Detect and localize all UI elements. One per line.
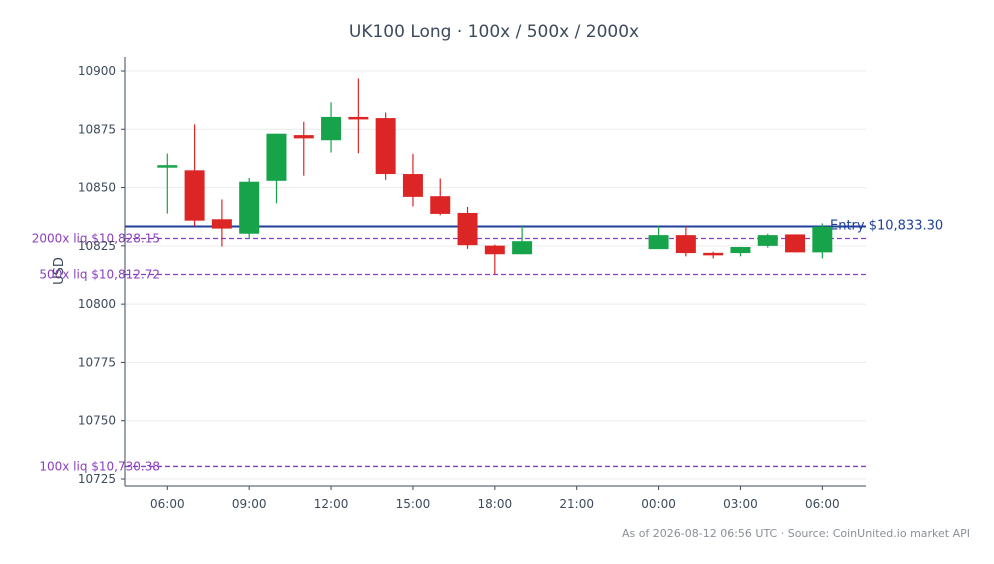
y-tick-label: 10875 [78, 122, 116, 136]
y-tick-label: 10825 [78, 239, 116, 253]
x-tick-label: 15:00 [396, 497, 431, 511]
x-tick-label: 09:00 [232, 497, 267, 511]
candle-body [430, 196, 451, 214]
x-tick-label: 06:00 [805, 497, 840, 511]
y-axis-label: USD [52, 257, 67, 285]
candle-body [211, 219, 232, 229]
candle-body [293, 135, 314, 139]
x-tick-label: 18:00 [478, 497, 513, 511]
entry-label: Entry $10,833.30 [830, 219, 943, 234]
candle-body [348, 116, 369, 120]
candle-body [402, 174, 423, 197]
x-tick-label: 21:00 [559, 497, 594, 511]
candle-body [184, 170, 205, 221]
candle-body [157, 165, 178, 168]
y-tick-label: 10775 [78, 355, 116, 369]
x-tick-label: 00:00 [641, 497, 676, 511]
candle-body [239, 181, 260, 234]
candle-body [730, 247, 751, 254]
footer-source-note: As of 2026-08-12 06:56 UTC · Source: Coi… [622, 527, 970, 540]
y-tick-label: 10800 [78, 297, 116, 311]
chart-title: UK100 Long · 100x / 500x / 2000x [349, 22, 639, 42]
candle-body [321, 116, 342, 141]
candle-body [457, 212, 478, 246]
x-ticks: 06:00 09:00 12:00 15:00 18:00 21:00 00:00 03:00… [150, 486, 840, 511]
liquidation-label: 100x liq $10,730.38 [39, 459, 160, 473]
liquidation-label: 500x liq $10,812.72 [39, 267, 160, 281]
candle-body [484, 245, 505, 255]
y-tick-label: 10850 [78, 181, 116, 195]
candle-body [703, 252, 724, 256]
y-tick-label: 10900 [78, 64, 116, 78]
candle-body [785, 234, 806, 253]
candle-body [512, 241, 533, 255]
axes [124, 57, 866, 487]
candles [157, 78, 833, 275]
x-tick-label: 06:00 [150, 497, 185, 511]
liquidation-lines: 2000x liq $10,828.15 500x liq $10,812.72 1… [32, 232, 866, 473]
y-tick-label: 10725 [78, 472, 116, 486]
liquidation-label: 2000x liq $10,828.15 [32, 232, 160, 246]
candle-body [375, 118, 396, 175]
candle-body [648, 235, 669, 250]
candle-body [266, 133, 287, 181]
x-tick-label: 12:00 [314, 497, 349, 511]
x-tick-label: 03:00 [723, 497, 758, 511]
candle-body [757, 235, 778, 246]
y-ticks: 10725 10750 10775 10800 10825 10850 10875 10900 [78, 64, 125, 486]
candle-body [675, 235, 696, 254]
candle-body [812, 226, 833, 253]
y-tick-label: 10750 [78, 414, 116, 428]
